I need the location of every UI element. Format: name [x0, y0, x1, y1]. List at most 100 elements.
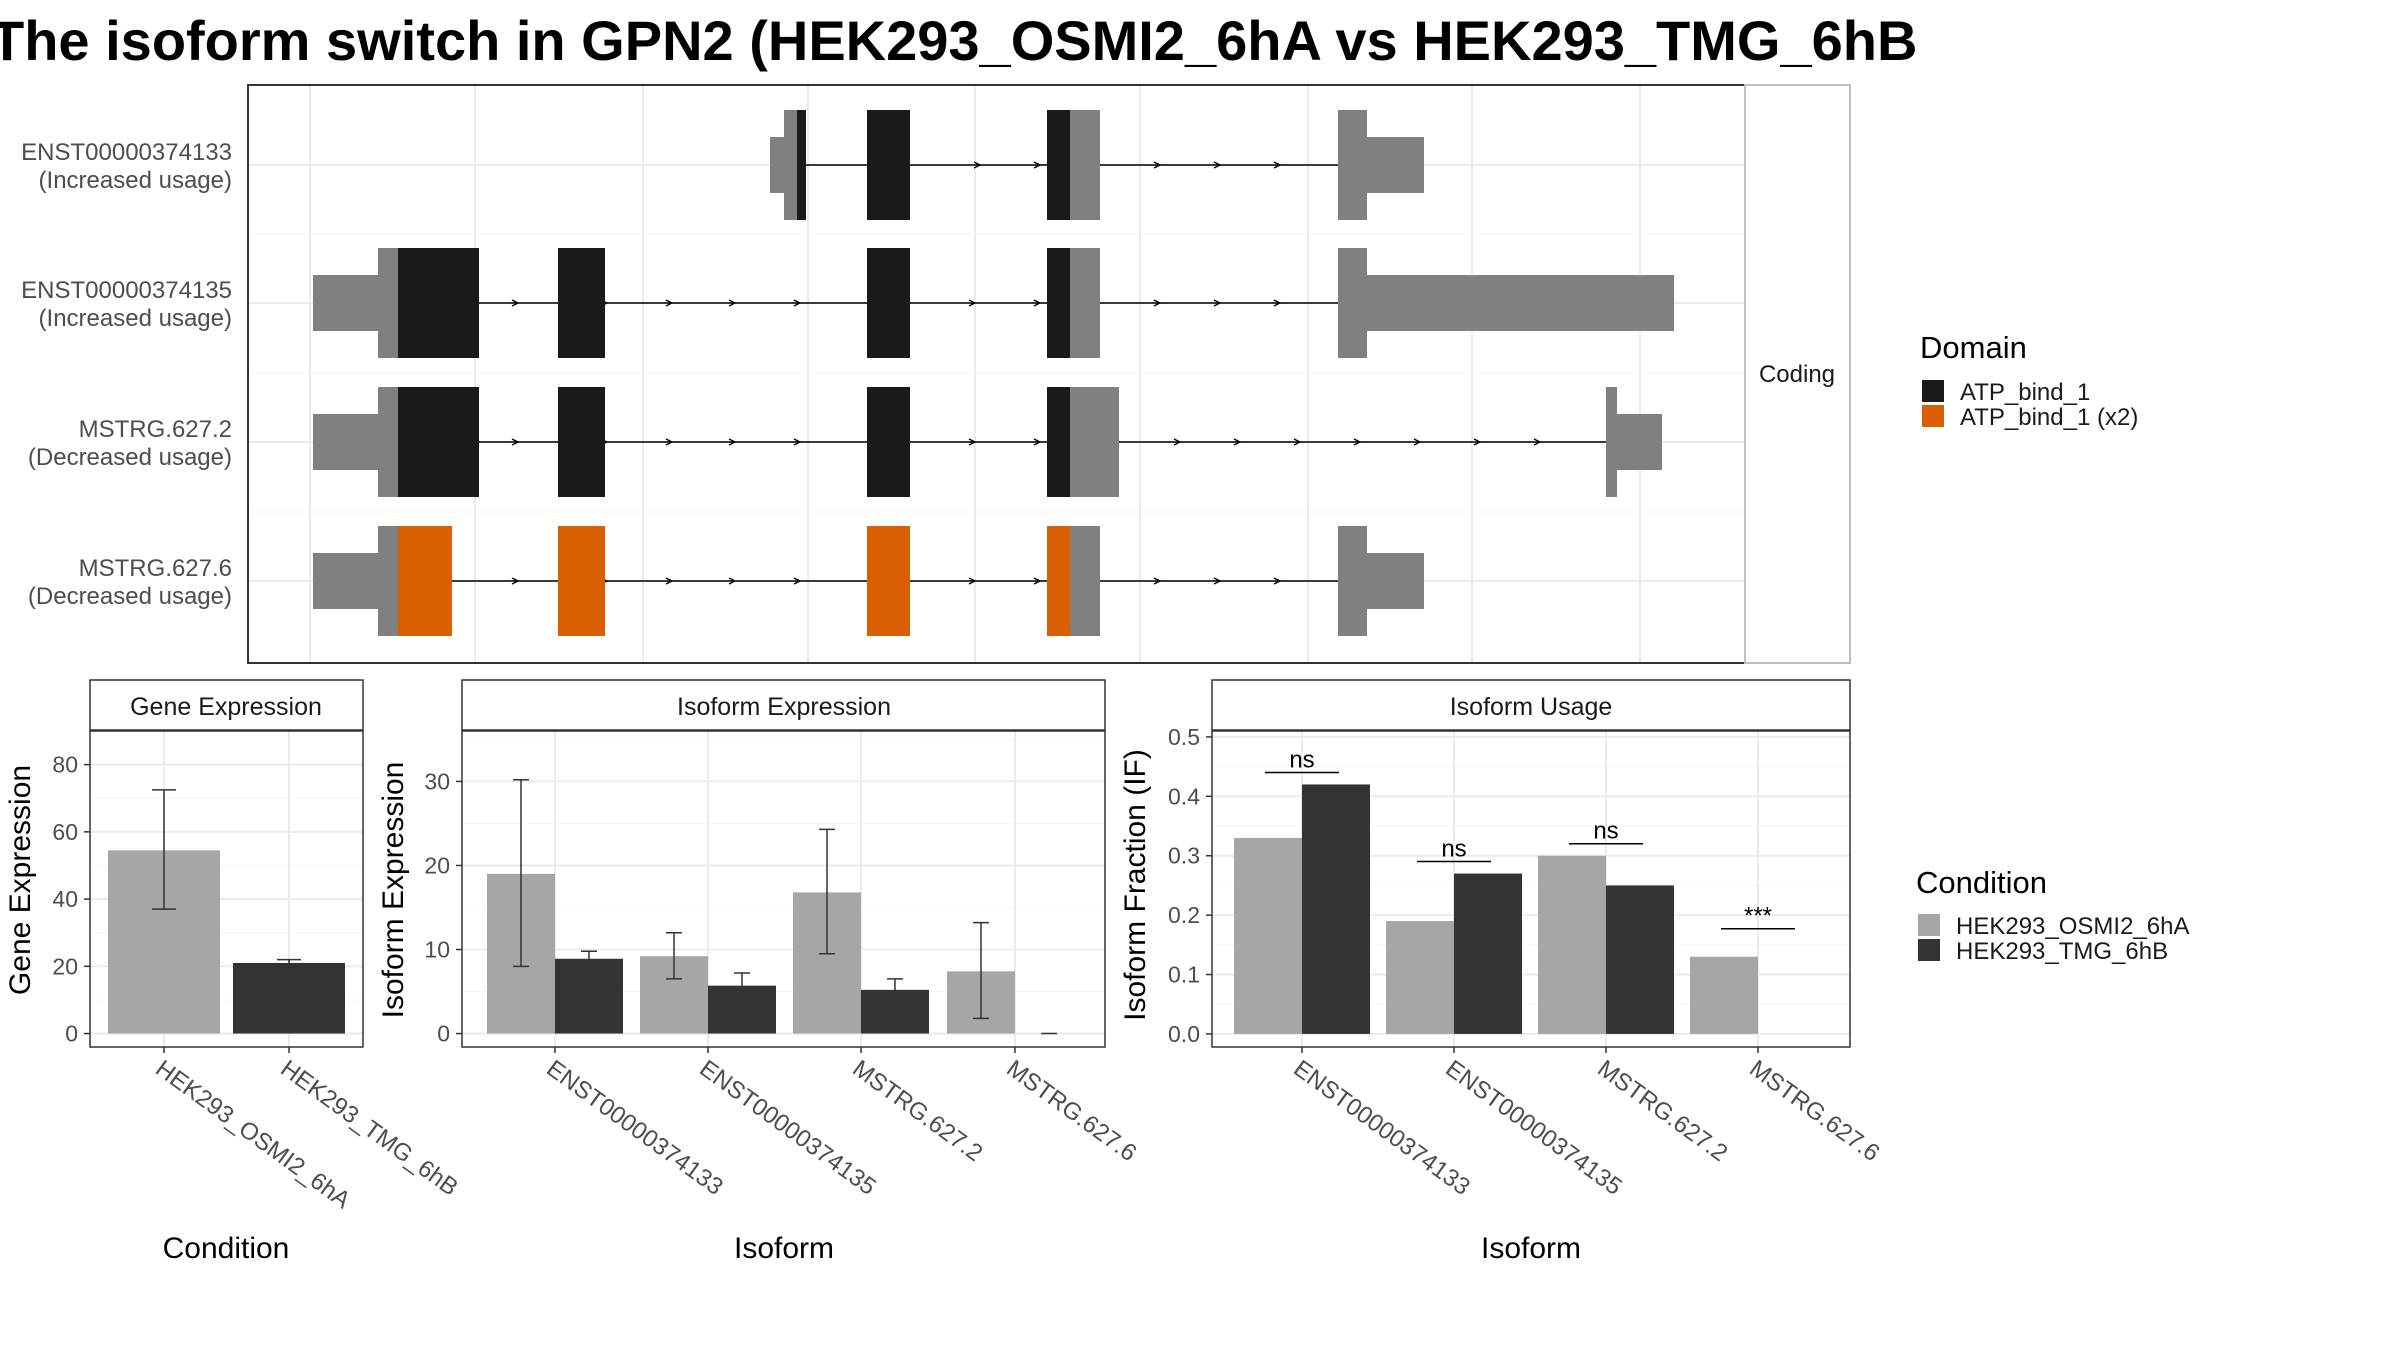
- isoform-usage-bar: [1454, 873, 1522, 1034]
- legend-swatch-atp-bind-x2: [1922, 405, 1944, 427]
- strand-arrow: [1033, 577, 1042, 585]
- transcript-track: [313, 387, 1662, 497]
- significance-label: ns: [1593, 818, 1618, 845]
- exon-block: [797, 110, 806, 220]
- strand-arrow: [1273, 577, 1282, 585]
- panel-frame: [461, 730, 1106, 1048]
- exon-block: [558, 387, 605, 497]
- exon-block: [784, 110, 797, 220]
- exon-block: [770, 137, 784, 193]
- strand-arrow: [1293, 438, 1302, 446]
- strand-arrow: [1213, 299, 1222, 307]
- transcript-usage-label: (Decreased usage): [28, 583, 232, 610]
- isoform-usage-strip-label: Isoform Usage: [1450, 693, 1613, 721]
- y-tick-label: 0: [65, 1021, 78, 1047]
- exon-block: [1606, 387, 1617, 497]
- condition-legend: Condition HEK293_OSMI2_6hA HEK293_TMG_6h…: [1916, 865, 2189, 965]
- transcript-labels: ENST00000374133(Increased usage)ENST0000…: [21, 139, 232, 610]
- strand-arrow: [968, 438, 977, 446]
- x-tick-label: MSTRG.627.2: [1592, 1055, 1732, 1167]
- exon-block: [1047, 526, 1070, 636]
- isoform-usage-ylabel: Isoform Fraction (IF): [1119, 749, 1152, 1021]
- strand-arrow: [1033, 438, 1042, 446]
- exon-block: [1338, 526, 1367, 636]
- x-tick-label: MSTRG.627.2: [847, 1055, 987, 1167]
- significance-label: ns: [1289, 746, 1314, 773]
- strand-arrow: [511, 299, 520, 307]
- exon-block: [1070, 248, 1100, 358]
- domain-legend: Domain ATP_bind_1 ATP_bind_1 (x2): [1920, 330, 2138, 431]
- error-bar: [277, 958, 301, 968]
- exon-block: [378, 387, 398, 497]
- y-tick-label: 40: [52, 886, 78, 912]
- exon-block: [558, 248, 605, 358]
- y-tick-label: 0.0: [1168, 1021, 1200, 1047]
- x-tick-label: MSTRG.627.6: [1001, 1055, 1141, 1167]
- error-bar: [819, 828, 835, 955]
- panel-frame: [89, 730, 364, 1048]
- exon-block: [1367, 553, 1424, 609]
- strand-arrow: [1153, 161, 1162, 169]
- legend-label-atp-bind: ATP_bind_1: [1960, 379, 2090, 406]
- error-bar: [152, 789, 176, 910]
- isoform-usage-panel: Isoform Usage 0.00.10.20.30.40.5nsENST00…: [1119, 679, 1884, 1265]
- transcript-id-label: MSTRG.627.2: [79, 416, 232, 443]
- strand-arrow: [1213, 577, 1222, 585]
- exon-block: [1070, 387, 1119, 497]
- exon-block: [398, 248, 479, 358]
- exon-block: [1070, 526, 1100, 636]
- transcript-track: [313, 248, 1674, 358]
- y-tick-label: 0.5: [1168, 724, 1200, 750]
- y-tick-label: 0.2: [1168, 902, 1200, 928]
- legend-swatch-tmg: [1918, 939, 1940, 961]
- structure-plot-frame: [247, 84, 1746, 664]
- transcript-tracks: [313, 110, 1674, 636]
- y-tick-label: 80: [52, 752, 78, 778]
- gene-expression-xlabel: Condition: [163, 1232, 290, 1265]
- y-tick-label: 20: [52, 953, 78, 979]
- strand-arrow: [1353, 438, 1362, 446]
- isoform-usage-bar: [1386, 921, 1454, 1034]
- isoform-expression-bar: [555, 958, 623, 1034]
- strand-arrow: [1213, 161, 1222, 169]
- transcript-id-label: ENST00000374135: [21, 277, 232, 304]
- exon-block: [867, 110, 910, 220]
- significance-label: ***: [1744, 903, 1772, 930]
- exon-block: [867, 248, 910, 358]
- isoform-expression-ylabel: Isoform Expression: [377, 762, 410, 1019]
- isoform-expression-plot: 0102030ENST00000374133ENST00000374135MST…: [424, 730, 1141, 1201]
- strand-arrow: [968, 577, 977, 585]
- significance-label: ns: [1441, 836, 1466, 863]
- strand-arrow: [793, 299, 802, 307]
- exon-block: [313, 275, 378, 331]
- isoform-usage-xlabel: Isoform: [1481, 1232, 1581, 1265]
- strand-arrow: [1033, 299, 1042, 307]
- transcript-usage-label: (Increased usage): [39, 305, 232, 332]
- gene-expression-strip: [89, 679, 364, 731]
- isoform-expression-xlabel: Isoform: [734, 1232, 834, 1265]
- error-bar: [513, 778, 529, 968]
- strand-arrow: [973, 161, 982, 169]
- exon-block: [1047, 248, 1070, 358]
- isoform-usage-strip: [1211, 679, 1851, 731]
- legend-label-osmi2: HEK293_OSMI2_6hA: [1956, 913, 2189, 940]
- condition-legend-title: Condition: [1916, 865, 2047, 900]
- exon-block: [1047, 387, 1070, 497]
- transcript-usage-label: (Decreased usage): [28, 444, 232, 471]
- strand-arrow: [1173, 438, 1182, 446]
- gene-expression-bar: [233, 962, 345, 1034]
- isoform-usage-bar: [1302, 784, 1370, 1034]
- strand-arrow: [728, 438, 737, 446]
- strand-arrow: [511, 577, 520, 585]
- strand-arrow: [1153, 577, 1162, 585]
- strand-arrow: [1153, 299, 1162, 307]
- y-tick-label: 10: [424, 937, 450, 963]
- exon-block: [378, 526, 398, 636]
- isoform-expression-strip-label: Isoform Expression: [677, 693, 891, 721]
- strand-arrow: [665, 577, 674, 585]
- y-tick-label: 60: [52, 819, 78, 845]
- exon-block: [1367, 137, 1424, 193]
- isoform-usage-plot: 0.00.10.20.30.40.5nsENST00000374133nsENS…: [1168, 724, 1884, 1201]
- strand-arrow: [1273, 161, 1282, 169]
- exon-block: [1338, 248, 1367, 358]
